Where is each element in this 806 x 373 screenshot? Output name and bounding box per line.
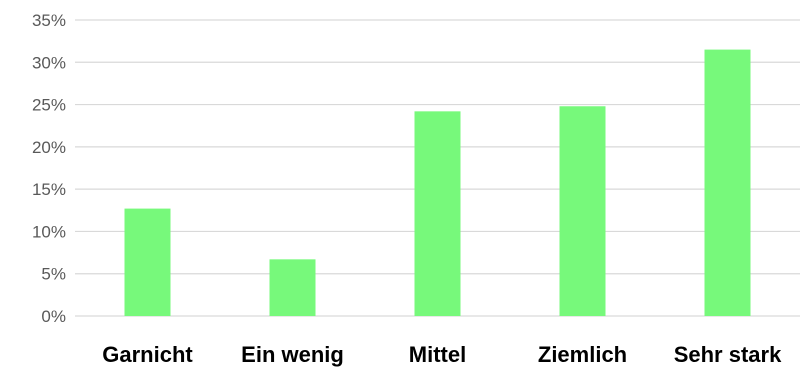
bars xyxy=(124,49,751,317)
y-tick-label: 10% xyxy=(32,222,66,241)
category-label: Ziemlich xyxy=(538,342,627,367)
category-label: Sehr stark xyxy=(674,342,782,367)
category-label: Mittel xyxy=(409,342,466,367)
y-axis-tick-labels: 0% 5% 10% 15% 20% 25% 30% 35% xyxy=(32,11,66,326)
bar-mittel xyxy=(414,111,461,316)
y-tick-label: 20% xyxy=(32,138,66,157)
y-tick-label: 30% xyxy=(32,53,66,72)
category-label: Ein wenig xyxy=(241,342,344,367)
y-tick-label: 35% xyxy=(32,11,66,30)
bar-ziemlich xyxy=(559,106,606,317)
x-axis-category-labels: Garnicht Ein wenig Mittel Ziemlich Sehr star… xyxy=(102,342,782,367)
bar-sehr-stark xyxy=(704,49,751,316)
bar-ein-wenig xyxy=(269,259,316,316)
bar-garnicht xyxy=(124,208,171,316)
y-tick-label: 25% xyxy=(32,96,66,115)
y-tick-label: 15% xyxy=(32,180,66,199)
y-tick-label: 5% xyxy=(41,265,66,284)
category-label: Garnicht xyxy=(102,342,193,367)
y-tick-label: 0% xyxy=(41,307,66,326)
